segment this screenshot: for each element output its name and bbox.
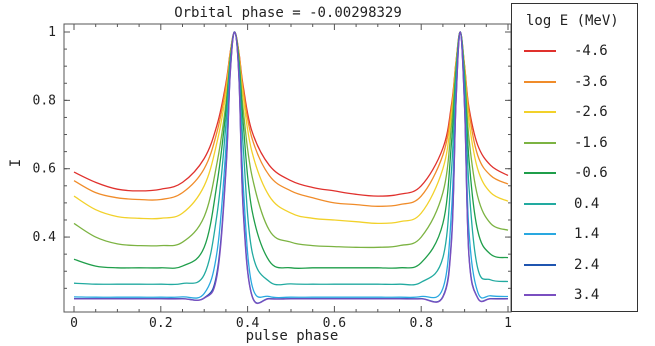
legend-item: 2.4 xyxy=(524,255,599,275)
x-axis-label: pulse phase xyxy=(246,328,339,344)
legend-swatch xyxy=(524,50,556,52)
legend-label: 3.4 xyxy=(574,287,600,303)
legend-item: -0.6 xyxy=(524,163,608,183)
legend-item: 0.4 xyxy=(524,194,599,214)
chart-title: Orbital phase = -0.00298329 xyxy=(174,5,402,21)
series-line-8 xyxy=(74,31,509,305)
series-line-0 xyxy=(73,31,509,197)
legend-label: -4.6 xyxy=(574,43,608,59)
legend-swatch xyxy=(524,263,556,266)
legend-item: -4.6 xyxy=(524,41,608,61)
x-tick-label: 0.6 xyxy=(323,316,346,331)
legend-label: 1.4 xyxy=(574,226,600,242)
legend-swatch xyxy=(524,111,556,113)
legend-swatch xyxy=(524,202,556,205)
y-tick-label: 0.4 xyxy=(33,230,57,245)
y-tick-label: 0.6 xyxy=(33,162,56,177)
legend-label: -3.6 xyxy=(574,73,608,90)
legend-label: 2.4 xyxy=(574,256,600,273)
x-tick-label: 0.8 xyxy=(409,316,432,331)
legend-swatch xyxy=(524,141,556,144)
x-tick-label: 1 xyxy=(504,316,512,331)
legend-item: -3.6 xyxy=(524,72,608,92)
legend: log E (MeV) -4.6 -3.6 -2.6 -1.6 -0.6 0.4 1.4 2.… xyxy=(511,3,638,312)
y-tick-label: 1 xyxy=(48,25,56,40)
legend-item: 3.4 xyxy=(524,285,599,305)
series-line-3 xyxy=(73,31,509,249)
legend-item: -1.6 xyxy=(524,133,608,153)
legend-label: -0.6 xyxy=(574,165,608,181)
legend-item: 1.4 xyxy=(524,224,599,244)
legend-swatch xyxy=(524,80,556,83)
legend-swatch xyxy=(524,294,556,296)
y-axis-label: I xyxy=(8,159,24,167)
x-tick-label: 0.4 xyxy=(236,316,260,331)
x-tick-label: 0.2 xyxy=(149,316,172,331)
legend-label: -1.6 xyxy=(574,134,608,151)
legend-label: 0.4 xyxy=(574,195,600,212)
y-tick-label: 0.8 xyxy=(33,93,56,108)
legend-item: -2.6 xyxy=(524,102,608,122)
legend-title: log E (MeV) xyxy=(526,13,619,29)
series-line-5 xyxy=(73,31,509,286)
x-tick-label: 0 xyxy=(70,316,78,331)
plot-frame xyxy=(63,23,512,313)
legend-swatch xyxy=(524,233,556,235)
legend-label: -2.6 xyxy=(574,104,608,120)
legend-swatch xyxy=(524,172,556,174)
series-line-4 xyxy=(73,31,509,270)
